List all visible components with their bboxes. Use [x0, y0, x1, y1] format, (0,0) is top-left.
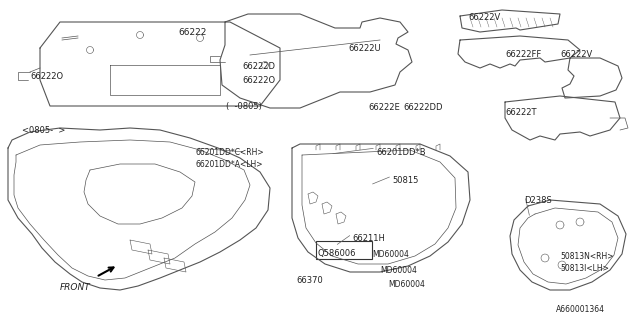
Text: A660001364: A660001364 — [556, 305, 605, 314]
Text: 66222U: 66222U — [348, 44, 381, 53]
Text: 66222FF: 66222FF — [505, 50, 541, 59]
Text: 66222DD: 66222DD — [403, 103, 442, 112]
Text: 50815: 50815 — [392, 176, 419, 185]
Text: 66222D: 66222D — [242, 62, 275, 71]
Text: 66201DD*C<RH>: 66201DD*C<RH> — [196, 148, 264, 157]
Text: 66222O: 66222O — [242, 76, 275, 85]
Text: D238S: D238S — [524, 196, 552, 205]
Text: MD60004: MD60004 — [388, 280, 425, 289]
Text: 66370: 66370 — [296, 276, 323, 285]
Text: MD60004: MD60004 — [380, 266, 417, 275]
Text: 50813I<LH>: 50813I<LH> — [560, 264, 609, 273]
Text: 66201DD*B: 66201DD*B — [376, 148, 426, 157]
Text: 50813N<RH>: 50813N<RH> — [560, 252, 614, 261]
Text: Q586006: Q586006 — [318, 249, 356, 258]
Text: <0805-  >: <0805- > — [22, 126, 65, 135]
Text: FRONT: FRONT — [60, 283, 91, 292]
Text: 66222: 66222 — [178, 28, 206, 37]
Bar — [316, 241, 372, 259]
Text: 66222V: 66222V — [468, 13, 500, 22]
Text: MD60004: MD60004 — [372, 250, 409, 259]
Text: 66222V: 66222V — [560, 50, 592, 59]
Text: 66211H: 66211H — [352, 234, 385, 243]
Text: (  -0805): ( -0805) — [226, 102, 262, 111]
Text: 66201DD*A<LH>: 66201DD*A<LH> — [196, 160, 264, 169]
Text: 66222E: 66222E — [368, 103, 400, 112]
Text: 66222T: 66222T — [505, 108, 536, 117]
Text: 66222O: 66222O — [30, 72, 63, 81]
